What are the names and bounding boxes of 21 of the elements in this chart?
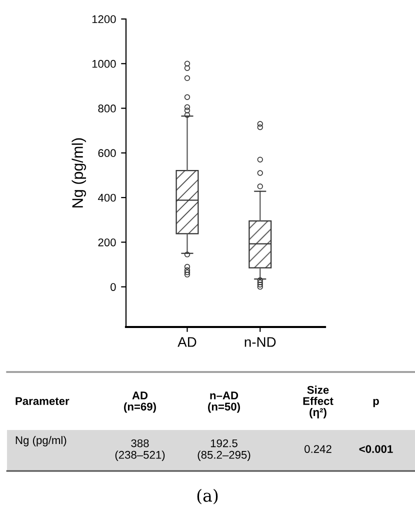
text: (a): [197, 488, 218, 504]
text: Ng (pg/ml): [16, 436, 66, 446]
y-tick-label: 0: [110, 283, 116, 291]
y-tick-label: 1200: [92, 15, 116, 24]
text: 388 (238–521): [115, 439, 165, 461]
y-tick-label: 800: [98, 104, 116, 112]
text: n–AD (n=50): [208, 392, 240, 413]
y-tick-label: 1000: [92, 60, 116, 68]
y-tick-label: 400: [98, 194, 116, 202]
x-tick-label: n-ND: [244, 337, 276, 347]
text: Parameter: [16, 397, 70, 405]
y-axis-title: Ng (pg/ml): [72, 138, 86, 208]
y-tick-label: 200: [98, 238, 116, 246]
y-tick-label: 600: [98, 149, 116, 158]
text: Size Effect (η²): [303, 386, 334, 418]
text: 192.5 (85.2–295): [198, 439, 250, 461]
x-tick-label: AD: [178, 337, 196, 347]
text: AD (n=69): [124, 392, 156, 413]
text: 0.242: [304, 445, 332, 453]
text: <0.001: [359, 445, 393, 453]
text: p: [373, 398, 379, 408]
